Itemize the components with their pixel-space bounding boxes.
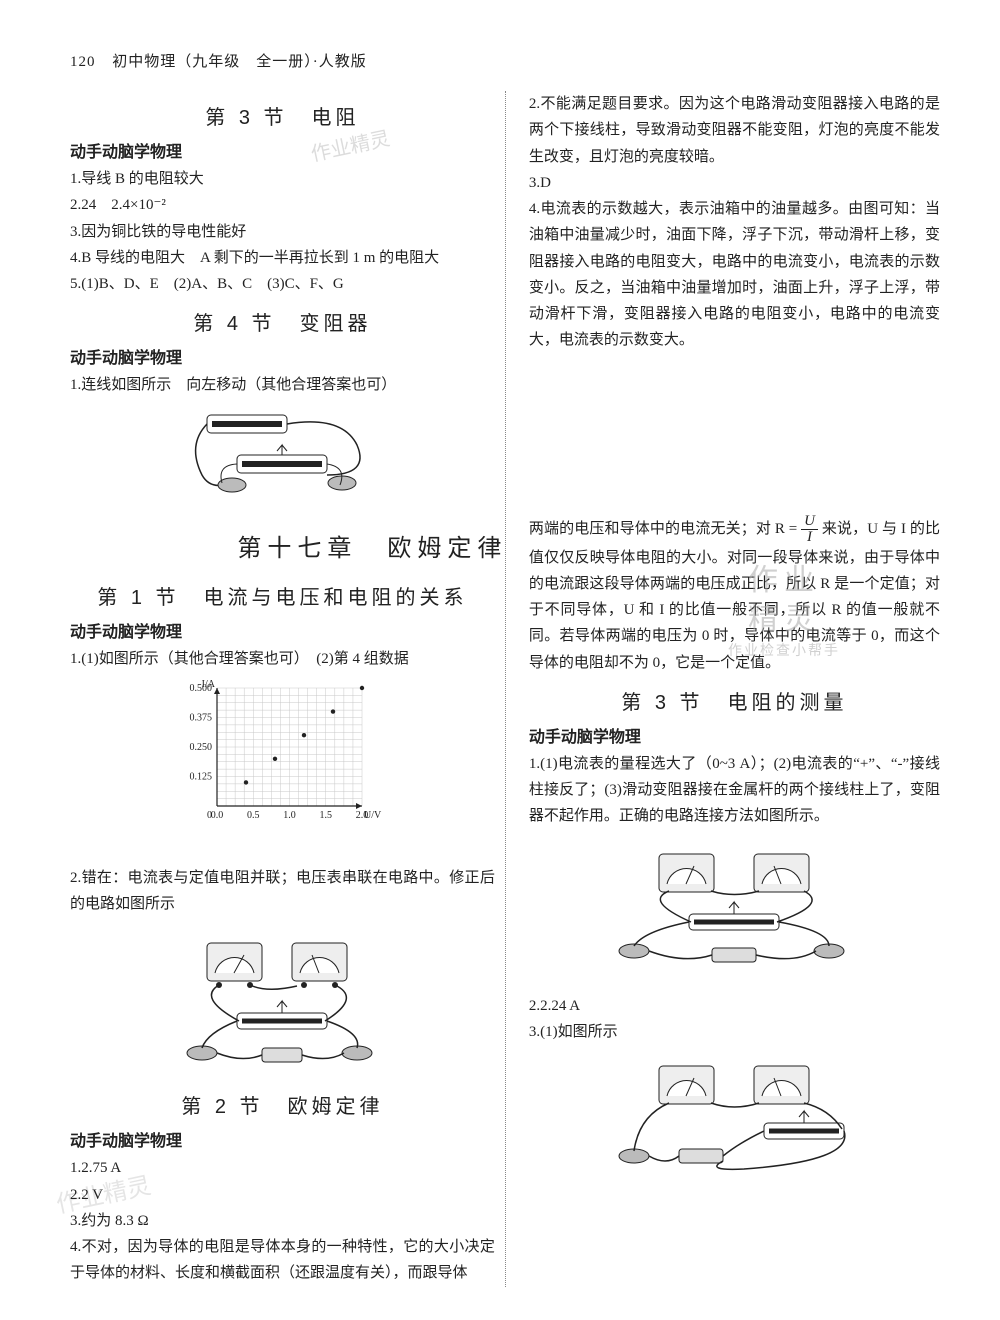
answer-line: 2.不能满足题目要求。因为这个电路滑动变阻器接入电路的是两个下接线柱，导致滑动变…: [529, 91, 940, 170]
book-title: 初中物理（九年级 全一册）·人教版: [112, 54, 367, 70]
svg-text:0: 0: [207, 810, 212, 821]
svg-text:0.5: 0.5: [247, 810, 260, 821]
left-column: 第 3 节 电阻 动手动脑学物理 1.导线 B 的电阻较大 2.24 2.4×1…: [70, 91, 495, 1287]
circuit-figure: [70, 405, 495, 510]
sub-heading: 动手动脑学物理: [70, 1127, 495, 1151]
column-divider: [505, 91, 506, 1287]
sub-heading: 动手动脑学物理: [70, 618, 495, 642]
answer-line: 5.(1)B、D、E (2)A、B、C (3)C、F、G: [70, 271, 495, 297]
answer-line: 3.约为 8.3 Ω: [70, 1208, 495, 1234]
answer-line: 两端的电压和导体中的电流无关；对 R = U I 来说，U 与 I 的比值仅仅反…: [529, 514, 940, 676]
answer-line: 1.2.75 A: [70, 1155, 495, 1181]
answer-line: 1.导线 B 的电阻较大: [70, 166, 495, 192]
content-columns: 第 3 节 电阻 动手动脑学物理 1.导线 B 的电阻较大 2.24 2.4×1…: [70, 91, 940, 1287]
answer-line: 2.24 2.4×10⁻²: [70, 192, 495, 218]
answer-line: 1.连线如图所示 向左移动（其他合理答案也可）: [70, 372, 495, 398]
answer-line: 4.不对，因为导体的电阻是导体本身的一种特性，它的大小决定于导体的材料、长度和横…: [70, 1234, 495, 1287]
answer-line: 2.错在：电流表与定值电阻并联；电压表串联在电路中。修正后的电路如图所示: [70, 865, 495, 918]
svg-text:1.5: 1.5: [320, 810, 333, 821]
formula-fraction: U I: [801, 514, 818, 545]
text-fragment: 来说，U 与 I 的比值仅仅反映导体电阻的大小。对同一段导体来说，由于导体中的电…: [529, 520, 940, 670]
answer-line: 3.因为铜比铁的导电性能好: [70, 219, 495, 245]
svg-text:0.125: 0.125: [190, 771, 213, 782]
answer-line: 2.2.24 A: [529, 993, 940, 1019]
sub-heading: 动手动脑学物理: [70, 138, 495, 162]
page-header: 120 初中物理（九年级 全一册）·人教版: [70, 50, 940, 71]
circuit-figure: [529, 1051, 940, 1186]
answer-line: 1.(1)电流表的量程选大了（0~3 A）；(2)电流表的“+”、“-”接线柱接…: [529, 751, 940, 830]
sub-heading: 动手动脑学物理: [529, 723, 940, 747]
svg-text:I/A: I/A: [202, 679, 216, 690]
section-title: 第 2 节 欧姆定律: [70, 1090, 495, 1119]
right-column: 2.不能满足题目要求。因为这个电路滑动变阻器接入电路的是两个下接线柱，导致滑动变…: [515, 91, 940, 1287]
circuit-figure: [70, 923, 495, 1078]
section-title: 第 3 节 电阻的测量: [529, 686, 940, 715]
answer-line: 3.D: [529, 170, 940, 196]
svg-text:0.250: 0.250: [190, 742, 213, 753]
answer-line: 4.B 导线的电阻大 A 剩下的一半再拉长到 1 m 的电阻大: [70, 245, 495, 271]
sub-heading: 动手动脑学物理: [70, 344, 495, 368]
section-title: 第 4 节 变阻器: [70, 307, 495, 336]
svg-text:U/V: U/V: [364, 810, 382, 821]
section-title: 第 1 节 电流与电压和电阻的关系: [70, 581, 495, 610]
svg-text:0.375: 0.375: [190, 712, 213, 723]
iv-chart: 0.00.51.01.52.00.1250.2500.3750.5000U/VI…: [70, 678, 495, 853]
svg-text:0.0: 0.0: [211, 810, 224, 821]
circuit-figure: [529, 836, 940, 981]
answer-line: 1.(1)如图所示（其他合理答案也可） (2)第 4 组数据: [70, 646, 495, 672]
page-number: 120: [70, 54, 96, 70]
answer-line: 3.(1)如图所示: [529, 1019, 940, 1045]
text-fragment: 两端的电压和导体中的电流无关；对 R =: [529, 520, 801, 536]
section-title: 第 3 节 电阻: [70, 101, 495, 130]
answer-line: 2.2 V: [70, 1182, 495, 1208]
answer-line: 4.电流表的示数越大，表示油箱中的油量越多。由图可知：当油箱中油量减少时，油面下…: [529, 196, 940, 354]
svg-text:1.0: 1.0: [284, 810, 297, 821]
